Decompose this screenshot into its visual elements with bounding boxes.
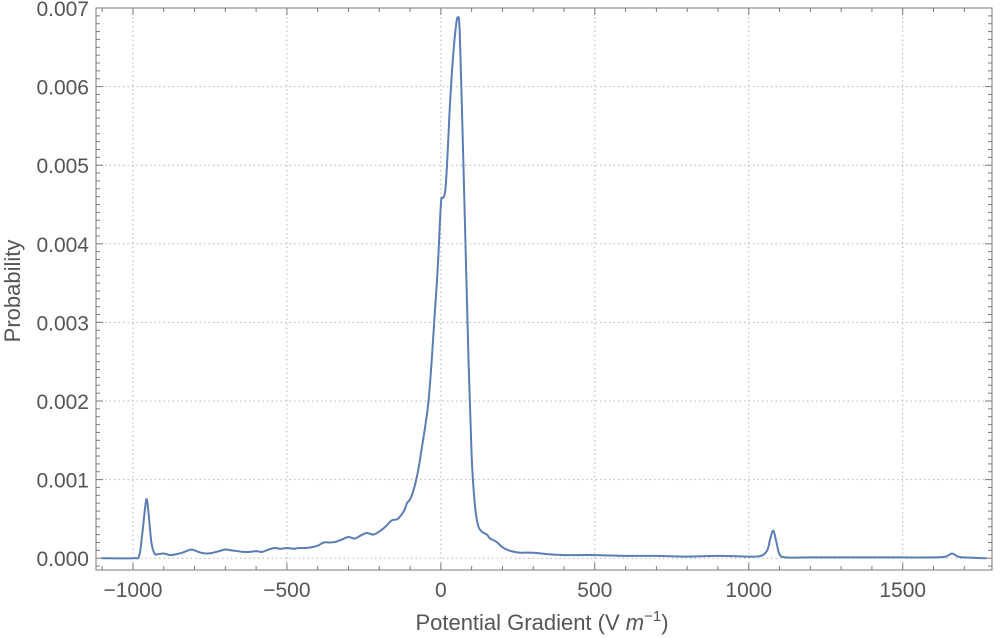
grid: [96, 7, 992, 570]
y-tick-label: 0.005: [36, 155, 89, 178]
x-tick-label: −1000: [103, 579, 162, 602]
y-tick-label: 0.006: [36, 77, 89, 100]
x-tick-label: 500: [577, 579, 612, 602]
plot-frame: [95, 7, 993, 571]
y-tick-label: 0.002: [36, 391, 89, 414]
x-tick-labels: −1000 −500 0 500 1000 1500: [103, 579, 926, 602]
x-tick-label: 1000: [725, 579, 772, 602]
y-tick-labels: 0.000 0.001 0.002 0.003 0.004 0.005 0.006 0.007: [36, 0, 89, 571]
x-axis-title-main: Potential Gradient (V: [415, 610, 625, 635]
y-tick-label: 0.003: [36, 312, 89, 335]
y-tick-label: 0.001: [36, 470, 89, 493]
x-tick-label: −500: [263, 579, 310, 602]
x-axis-title-unit: m: [626, 610, 644, 635]
y-tick-label: 0.004: [36, 234, 89, 257]
axis-ticks: [96, 7, 992, 570]
y-axis-title: Probability: [0, 240, 25, 343]
series-lines: [101, 16, 987, 560]
y-tick-label: 0.000: [36, 548, 89, 571]
x-tick-label: 1500: [879, 579, 926, 602]
x-axis-title-close: ): [661, 610, 668, 635]
series-line: [101, 16, 987, 560]
x-axis-title-exponent: −1: [644, 608, 661, 625]
x-axis-title: Potential Gradient (V m−1): [415, 608, 668, 635]
y-tick-label: 0.007: [36, 0, 89, 21]
x-tick-label: 0: [435, 579, 447, 602]
